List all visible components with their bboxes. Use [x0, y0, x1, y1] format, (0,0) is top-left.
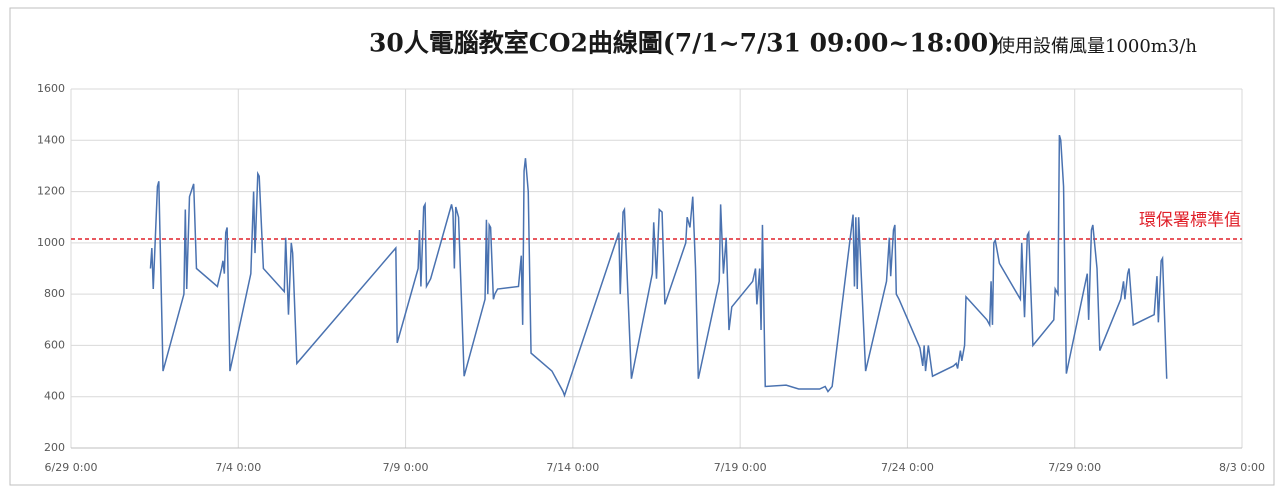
- chart-frame: [9, 7, 1275, 486]
- y-tick-label: 1400: [37, 133, 65, 146]
- x-tick-label: 7/4 0:00: [215, 461, 261, 474]
- chart-title: 30人電腦教室CO2曲線圖(7/1~7/31 09:00~18:00): [369, 29, 1000, 58]
- data-line: [149, 134, 1168, 398]
- x-tick-label: 7/24 0:00: [881, 461, 934, 474]
- x-tick-label: 6/29 0:00: [45, 461, 98, 474]
- y-tick-label: 200: [44, 441, 65, 454]
- y-tick-label: 1000: [37, 236, 65, 249]
- x-tick-label: 7/14 0:00: [546, 461, 599, 474]
- x-tick-label: 7/19 0:00: [714, 461, 767, 474]
- chart-subtitle: 使用設備風量1000m3/h: [997, 36, 1197, 57]
- y-tick-label: 1600: [37, 82, 65, 95]
- x-tick-label: 7/9 0:00: [383, 461, 429, 474]
- y-tick-label: 400: [44, 390, 65, 403]
- y-tick-label: 1200: [37, 185, 65, 198]
- reference-label: 環保署標準值: [1139, 211, 1241, 231]
- x-tick-label: 7/29 0:00: [1048, 461, 1101, 474]
- y-tick-label: 600: [44, 338, 65, 351]
- y-tick-label: 800: [44, 287, 65, 300]
- x-tick-label: 8/3 0:00: [1219, 461, 1265, 474]
